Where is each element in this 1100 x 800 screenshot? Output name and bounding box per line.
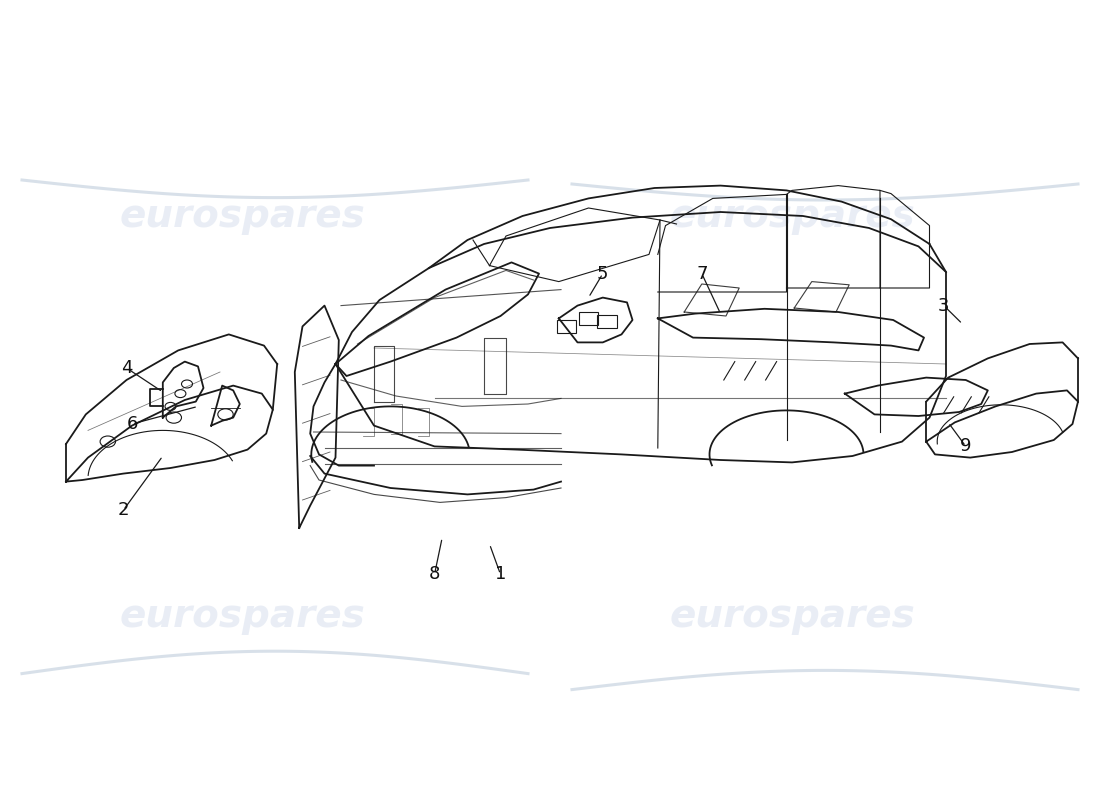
Text: 6: 6 (126, 415, 138, 433)
Bar (579, 312, 598, 325)
Text: 9: 9 (960, 438, 971, 455)
Text: 3: 3 (938, 297, 949, 314)
Text: eurospares: eurospares (119, 597, 365, 635)
Text: eurospares: eurospares (669, 597, 915, 635)
Text: 8: 8 (429, 566, 440, 583)
Text: 2: 2 (118, 502, 129, 519)
Text: 7: 7 (696, 265, 707, 282)
Text: 5: 5 (597, 265, 608, 282)
Text: 4: 4 (121, 359, 132, 377)
Text: eurospares: eurospares (669, 197, 915, 235)
Text: 1: 1 (495, 566, 506, 583)
Text: eurospares: eurospares (119, 197, 365, 235)
Bar (557, 320, 576, 333)
Bar (597, 315, 617, 328)
